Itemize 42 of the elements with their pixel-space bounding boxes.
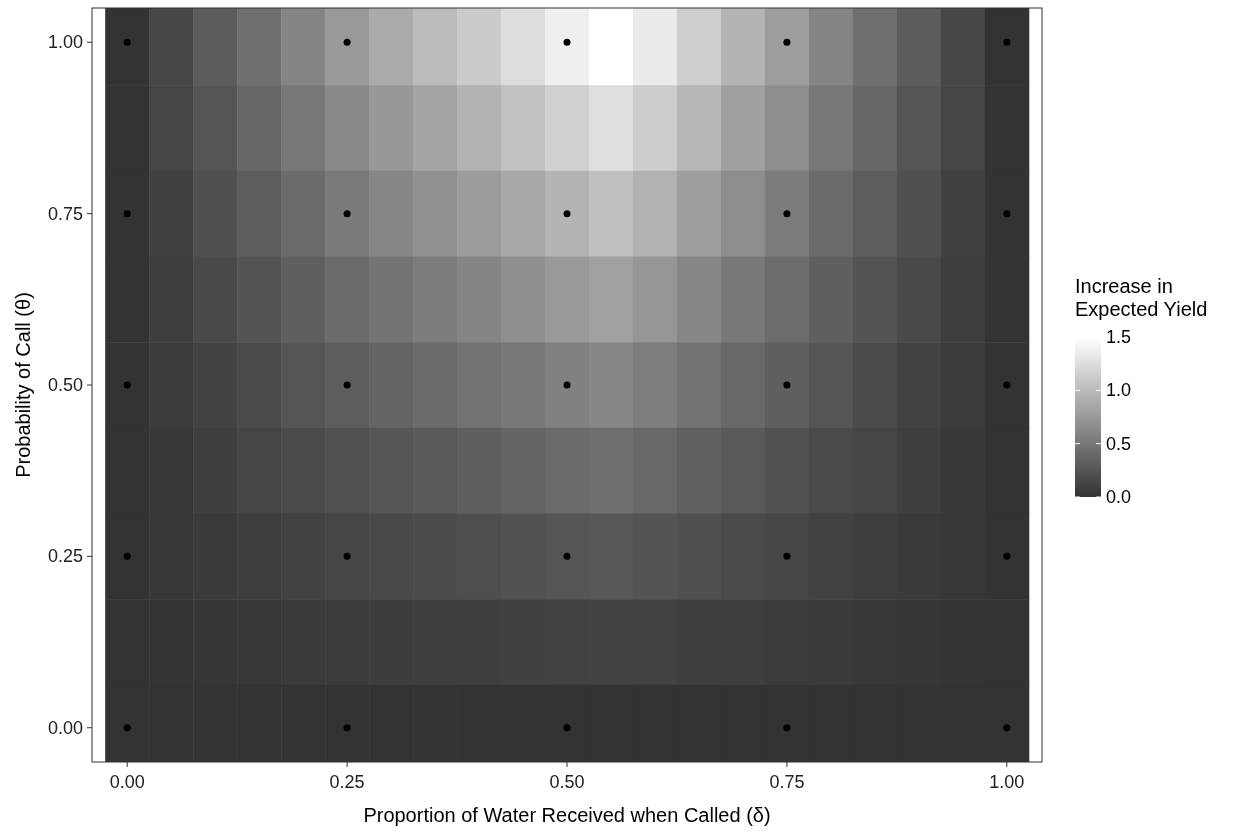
point	[783, 552, 791, 560]
point	[343, 724, 351, 732]
point	[123, 38, 131, 46]
point	[563, 552, 571, 560]
point	[563, 38, 571, 46]
point	[123, 552, 131, 560]
point	[123, 724, 131, 732]
point	[783, 210, 791, 218]
point	[343, 38, 351, 46]
x-tick-label: 1.00	[989, 772, 1025, 792]
point	[123, 381, 131, 389]
point	[1003, 210, 1011, 218]
color-bar-label: 1.0	[1106, 380, 1132, 401]
x-tick-label: 0.50	[549, 772, 585, 792]
y-tick-label: 0.75	[47, 203, 83, 224]
point	[1003, 381, 1011, 389]
point	[563, 381, 571, 389]
point	[563, 724, 571, 732]
x-tick-label: 0.75	[769, 772, 805, 792]
point	[783, 724, 791, 732]
color-bar-title: Increase in Expected Yield	[1075, 275, 1208, 320]
x-axis-title: Proportion of Water Received when Called (δ)	[363, 804, 771, 826]
color-bar-label: 1.5	[1106, 327, 1132, 347]
y-tick-label: 0.50	[47, 375, 83, 395]
x-tick-label: 0.00	[109, 772, 145, 792]
point	[343, 381, 351, 389]
point	[123, 210, 131, 218]
color-bar-label: 0.5	[1106, 433, 1132, 454]
y-axis-title: Probability of Call (θ)	[12, 292, 34, 478]
point	[1003, 552, 1011, 560]
point	[783, 381, 791, 389]
y-tick-label: 0.00	[47, 717, 83, 738]
point	[563, 210, 571, 218]
point	[1003, 724, 1011, 732]
point	[343, 552, 351, 560]
y-tick-label: 1.00	[47, 32, 83, 53]
point	[1003, 38, 1011, 46]
y-tick-label: 0.25	[47, 546, 83, 567]
point	[343, 210, 351, 218]
point	[783, 38, 791, 46]
x-tick-label: 0.25	[329, 772, 365, 792]
color-bar-label: 0.0	[1106, 487, 1132, 507]
